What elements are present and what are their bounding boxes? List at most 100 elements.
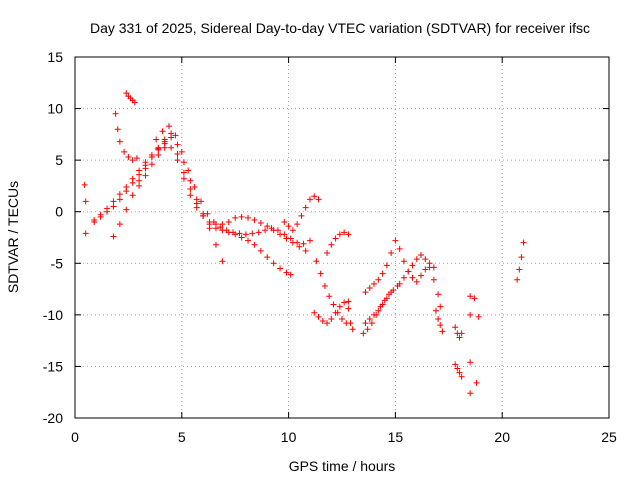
- data-point: [198, 198, 205, 205]
- data-point: [289, 227, 296, 234]
- data-point: [178, 148, 185, 155]
- data-point: [174, 141, 181, 148]
- data-point: [238, 234, 245, 241]
- data-point: [114, 126, 121, 133]
- data-point: [435, 315, 442, 322]
- data-point: [81, 181, 88, 188]
- data-point: [311, 309, 318, 316]
- series-isolated: [467, 293, 482, 397]
- data-point: [336, 303, 343, 310]
- data-point: [362, 289, 369, 296]
- data-point: [368, 320, 375, 327]
- data-point: [116, 138, 123, 145]
- data-point: [520, 239, 527, 246]
- series-arc-c: [110, 138, 309, 254]
- data-point: [388, 249, 395, 256]
- data-point: [142, 165, 149, 172]
- data-point: [313, 258, 320, 265]
- y-tick-label: 0: [55, 204, 63, 220]
- data-point: [341, 299, 348, 306]
- data-point: [475, 313, 482, 320]
- data-point: [174, 150, 181, 157]
- data-point: [347, 320, 354, 327]
- data-point: [379, 301, 386, 308]
- data-point: [405, 268, 412, 275]
- data-point: [518, 254, 525, 261]
- data-point: [123, 90, 130, 97]
- data-point: [123, 188, 130, 195]
- data-point: [383, 262, 390, 269]
- data-point: [456, 334, 463, 341]
- series-arc-k: [311, 299, 352, 327]
- data-point: [104, 208, 111, 215]
- data-point: [371, 280, 378, 287]
- data-point: [125, 154, 132, 161]
- data-point: [300, 240, 307, 247]
- data-point: [110, 198, 117, 205]
- data-point: [185, 167, 192, 174]
- data-point: [375, 276, 382, 283]
- data-point: [311, 193, 318, 200]
- data-point: [251, 216, 258, 223]
- data-point: [133, 155, 140, 162]
- data-point: [230, 229, 237, 236]
- data-point: [129, 179, 136, 186]
- data-point: [210, 219, 217, 226]
- y-axis-label: SDTVAR / TECUs: [5, 181, 21, 293]
- data-point: [277, 265, 284, 272]
- data-point: [142, 172, 149, 179]
- data-point: [396, 245, 403, 252]
- y-tick-label: -10: [43, 307, 63, 323]
- data-point: [315, 313, 322, 320]
- data-point: [283, 269, 290, 276]
- data-point: [345, 231, 352, 238]
- data-point: [136, 171, 143, 178]
- data-point: [200, 212, 207, 219]
- data-point: [112, 110, 119, 117]
- data-point: [131, 99, 138, 106]
- data-point: [328, 241, 335, 248]
- data-point: [324, 320, 331, 327]
- data-point: [437, 322, 444, 329]
- data-point: [232, 214, 239, 221]
- data-point: [116, 196, 123, 203]
- data-point: [302, 247, 309, 254]
- data-point: [204, 210, 211, 217]
- data-point: [413, 278, 420, 285]
- data-point: [383, 295, 390, 302]
- data-point: [217, 224, 224, 231]
- data-point: [379, 270, 386, 277]
- data-point: [341, 229, 348, 236]
- data-point: [180, 159, 187, 166]
- data-point: [339, 315, 345, 322]
- series-arc-g: [136, 144, 168, 189]
- x-tick-label: 5: [178, 429, 186, 445]
- x-tick-label: 15: [388, 429, 404, 445]
- data-point: [121, 148, 128, 155]
- series-arc-q: [432, 307, 446, 335]
- data-point: [473, 379, 480, 386]
- data-point: [456, 369, 463, 376]
- data-point: [285, 223, 292, 230]
- data-point: [110, 203, 117, 210]
- data-point: [191, 183, 198, 190]
- data-point: [326, 293, 333, 300]
- data-point: [262, 227, 269, 234]
- data-point: [435, 291, 442, 298]
- x-tick-labels: 0 5 10 15 20 25: [71, 429, 617, 445]
- data-point: [187, 192, 194, 199]
- plot-frame: [74, 56, 610, 419]
- data-point: [245, 237, 252, 244]
- data-point: [82, 198, 89, 205]
- data-point: [432, 307, 439, 314]
- axis-ticks: [74, 56, 610, 419]
- data-point: [388, 289, 395, 296]
- data-point: [418, 252, 425, 259]
- data-point: [298, 212, 305, 219]
- data-point: [345, 298, 352, 305]
- data-point: [437, 303, 444, 310]
- data-point: [409, 274, 416, 281]
- series-arc-i: [313, 258, 350, 327]
- data-point: [375, 307, 382, 314]
- data-point: [187, 186, 194, 193]
